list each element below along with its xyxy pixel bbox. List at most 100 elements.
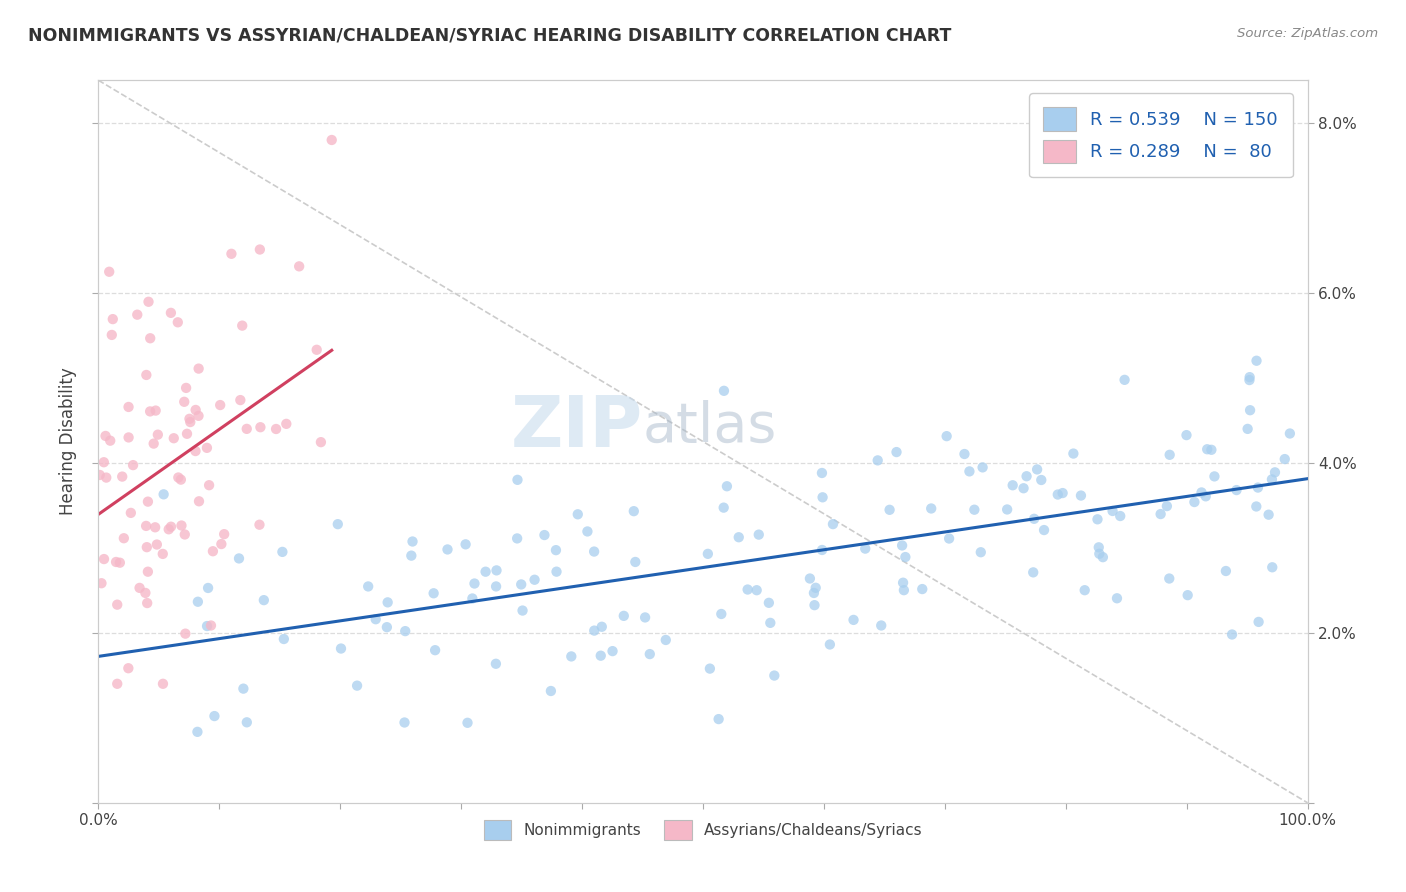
Point xyxy=(1220,627,1243,641)
Point xyxy=(1247,615,1270,629)
Point xyxy=(1156,499,1178,513)
Point xyxy=(232,681,254,696)
Point xyxy=(200,618,222,632)
Point xyxy=(198,478,221,492)
Point xyxy=(485,563,508,577)
Point xyxy=(759,615,782,630)
Point xyxy=(146,427,169,442)
Point xyxy=(135,368,157,382)
Point xyxy=(364,612,387,626)
Point xyxy=(139,404,162,418)
Point xyxy=(894,549,917,564)
Point xyxy=(567,508,589,522)
Point xyxy=(136,494,159,508)
Point xyxy=(655,632,678,647)
Point xyxy=(811,491,834,505)
Point xyxy=(357,579,380,593)
Point xyxy=(375,620,398,634)
Point xyxy=(117,661,139,675)
Point xyxy=(1026,462,1049,476)
Point xyxy=(1274,452,1296,467)
Point xyxy=(1109,509,1132,524)
Point xyxy=(1264,466,1286,480)
Point xyxy=(249,243,271,257)
Point xyxy=(995,502,1018,516)
Point xyxy=(1159,448,1181,462)
Point xyxy=(93,552,115,566)
Point xyxy=(136,565,159,579)
Point xyxy=(710,607,733,621)
Point xyxy=(613,608,636,623)
Point xyxy=(842,613,865,627)
Point xyxy=(170,473,193,487)
Point xyxy=(184,444,207,458)
Point xyxy=(101,327,124,342)
Point xyxy=(560,649,582,664)
Point xyxy=(166,315,188,329)
Point xyxy=(394,624,416,639)
Point xyxy=(638,647,661,661)
Point xyxy=(713,500,735,515)
Point xyxy=(935,429,957,443)
Point xyxy=(330,641,353,656)
Point xyxy=(401,549,423,563)
Point xyxy=(105,598,128,612)
Point xyxy=(98,265,121,279)
Point xyxy=(401,534,423,549)
Text: atlas: atlas xyxy=(643,401,778,454)
Point xyxy=(544,543,567,558)
Point xyxy=(634,610,657,624)
Point xyxy=(1031,473,1053,487)
Point xyxy=(972,460,994,475)
Point xyxy=(716,479,738,493)
Point xyxy=(1225,483,1247,497)
Point xyxy=(229,393,252,408)
Point xyxy=(1052,486,1074,500)
Point xyxy=(1177,588,1199,602)
Point xyxy=(117,400,139,414)
Point xyxy=(821,517,844,532)
Point xyxy=(804,581,827,595)
Point xyxy=(506,473,529,487)
Point xyxy=(485,657,508,671)
Point xyxy=(727,530,749,544)
Point xyxy=(1236,422,1258,436)
Point xyxy=(546,565,568,579)
Point xyxy=(1191,485,1213,500)
Point xyxy=(326,517,349,532)
Point xyxy=(184,403,207,417)
Point xyxy=(963,502,986,516)
Point xyxy=(173,527,195,541)
Point xyxy=(152,677,174,691)
Point xyxy=(231,318,253,333)
Point xyxy=(96,470,118,484)
Point xyxy=(1001,478,1024,492)
Text: NONIMMIGRANTS VS ASSYRIAN/CHALDEAN/SYRIAC HEARING DISABILITY CORRELATION CHART: NONIMMIGRANTS VS ASSYRIAN/CHALDEAN/SYRIA… xyxy=(28,27,952,45)
Point xyxy=(1215,564,1237,578)
Point xyxy=(886,445,908,459)
Point xyxy=(122,458,145,472)
Point xyxy=(167,470,190,484)
Point xyxy=(879,503,901,517)
Point xyxy=(186,724,208,739)
Point xyxy=(273,632,295,646)
Point xyxy=(253,593,276,607)
Text: Source: ZipAtlas.com: Source: ZipAtlas.com xyxy=(1237,27,1378,40)
Point xyxy=(112,531,135,545)
Point xyxy=(135,519,157,533)
Point xyxy=(142,436,165,450)
Point xyxy=(152,487,174,501)
Point xyxy=(707,712,730,726)
Point xyxy=(1101,504,1123,518)
Point xyxy=(146,537,169,551)
Point xyxy=(187,595,209,609)
Point xyxy=(423,643,446,657)
Point xyxy=(1114,373,1136,387)
Point xyxy=(204,709,226,723)
Point xyxy=(89,467,111,482)
Point xyxy=(346,679,368,693)
Point xyxy=(157,522,180,536)
Point xyxy=(1046,487,1069,501)
Point xyxy=(748,527,770,541)
Point xyxy=(101,312,124,326)
